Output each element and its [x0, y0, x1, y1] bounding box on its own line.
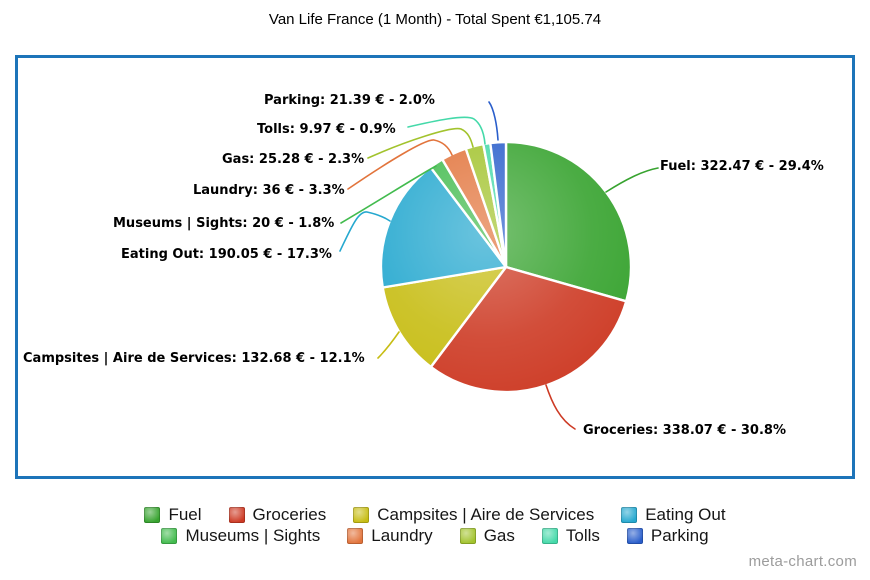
legend-swatch-tolls	[541, 527, 558, 544]
callout-campsites-aire-de-services: Campsites | Aire de Services: 132.68 € -…	[23, 351, 365, 366]
leader-line-museums-sights	[340, 165, 437, 224]
legend-label: Eating Out	[645, 504, 726, 524]
pie-gloss-overlay	[382, 143, 630, 391]
legend-label: Fuel	[168, 504, 202, 524]
legend-row: Fuel Groceries Campsites | Aire de Service…	[0, 504, 870, 525]
leader-line-eating-out	[339, 211, 391, 252]
watermark: meta-chart.com	[748, 553, 857, 570]
legend-label: Tolls	[565, 525, 600, 545]
leader-line-gas	[367, 127, 474, 159]
callout-laundry: Laundry: 36 € - 3.3%	[193, 183, 345, 198]
callout-gas: Gas: 25.28 € - 2.3%	[222, 152, 365, 167]
legend-label: Groceries	[252, 504, 327, 524]
legend-item-eating-out: Eating Out	[621, 504, 726, 525]
legend-label: Parking	[650, 525, 709, 545]
legend-item-parking: Parking	[626, 525, 709, 546]
callout-museums-sights: Museums | Sights: 20 € - 1.8%	[113, 216, 335, 231]
legend-item-museums-sights: Museums | Sights	[161, 526, 320, 546]
legend-row: Museums | Sights Laundry Gas Tolls Parking	[0, 525, 870, 546]
leader-line-groceries	[545, 384, 576, 430]
callout-tolls: Tolls: 9.97 € - 0.9%	[257, 122, 396, 137]
legend-swatch-campsites-aire-de-services	[353, 506, 370, 523]
leader-line-tolls	[407, 116, 486, 145]
legend-label: Laundry	[371, 525, 433, 545]
callout-fuel: Fuel: 322.47 € - 29.4%	[660, 159, 824, 174]
legend-label: Gas	[483, 525, 515, 545]
leader-line-laundry	[347, 139, 453, 190]
leader-line-parking	[488, 101, 499, 141]
legend: Fuel Groceries Campsites | Aire de Service…	[0, 504, 870, 546]
legend-item-gas: Gas	[459, 525, 515, 546]
legend-swatch-parking	[626, 527, 643, 544]
legend-swatch-laundry	[347, 527, 364, 544]
legend-item-groceries: Groceries	[228, 504, 327, 525]
callout-groceries: Groceries: 338.07 € - 30.8%	[583, 423, 786, 438]
legend-swatch-gas	[459, 527, 476, 544]
legend-swatch-fuel	[144, 506, 161, 523]
legend-swatch-groceries	[228, 506, 245, 523]
legend-swatch-museums-sights	[161, 527, 178, 544]
chart-title: Van Life France (1 Month) - Total Spent …	[268, 11, 602, 28]
legend-item-tolls: Tolls	[541, 525, 600, 546]
callout-eating-out: Eating Out: 190.05 € - 17.3%	[121, 247, 332, 262]
legend-item-laundry: Laundry	[347, 525, 433, 546]
legend-item-campsites-aire-de-services: Campsites | Aire de Services	[353, 505, 594, 525]
callout-parking: Parking: 21.39 € - 2.0%	[264, 93, 435, 108]
leader-line-campsites-aire-de-services	[377, 331, 400, 359]
legend-label: Campsites | Aire de Services	[377, 504, 595, 524]
legend-item-fuel: Fuel	[144, 504, 202, 525]
leader-line-fuel	[605, 167, 659, 193]
legend-swatch-eating-out	[621, 506, 638, 523]
legend-label: Museums | Sights	[185, 525, 321, 545]
